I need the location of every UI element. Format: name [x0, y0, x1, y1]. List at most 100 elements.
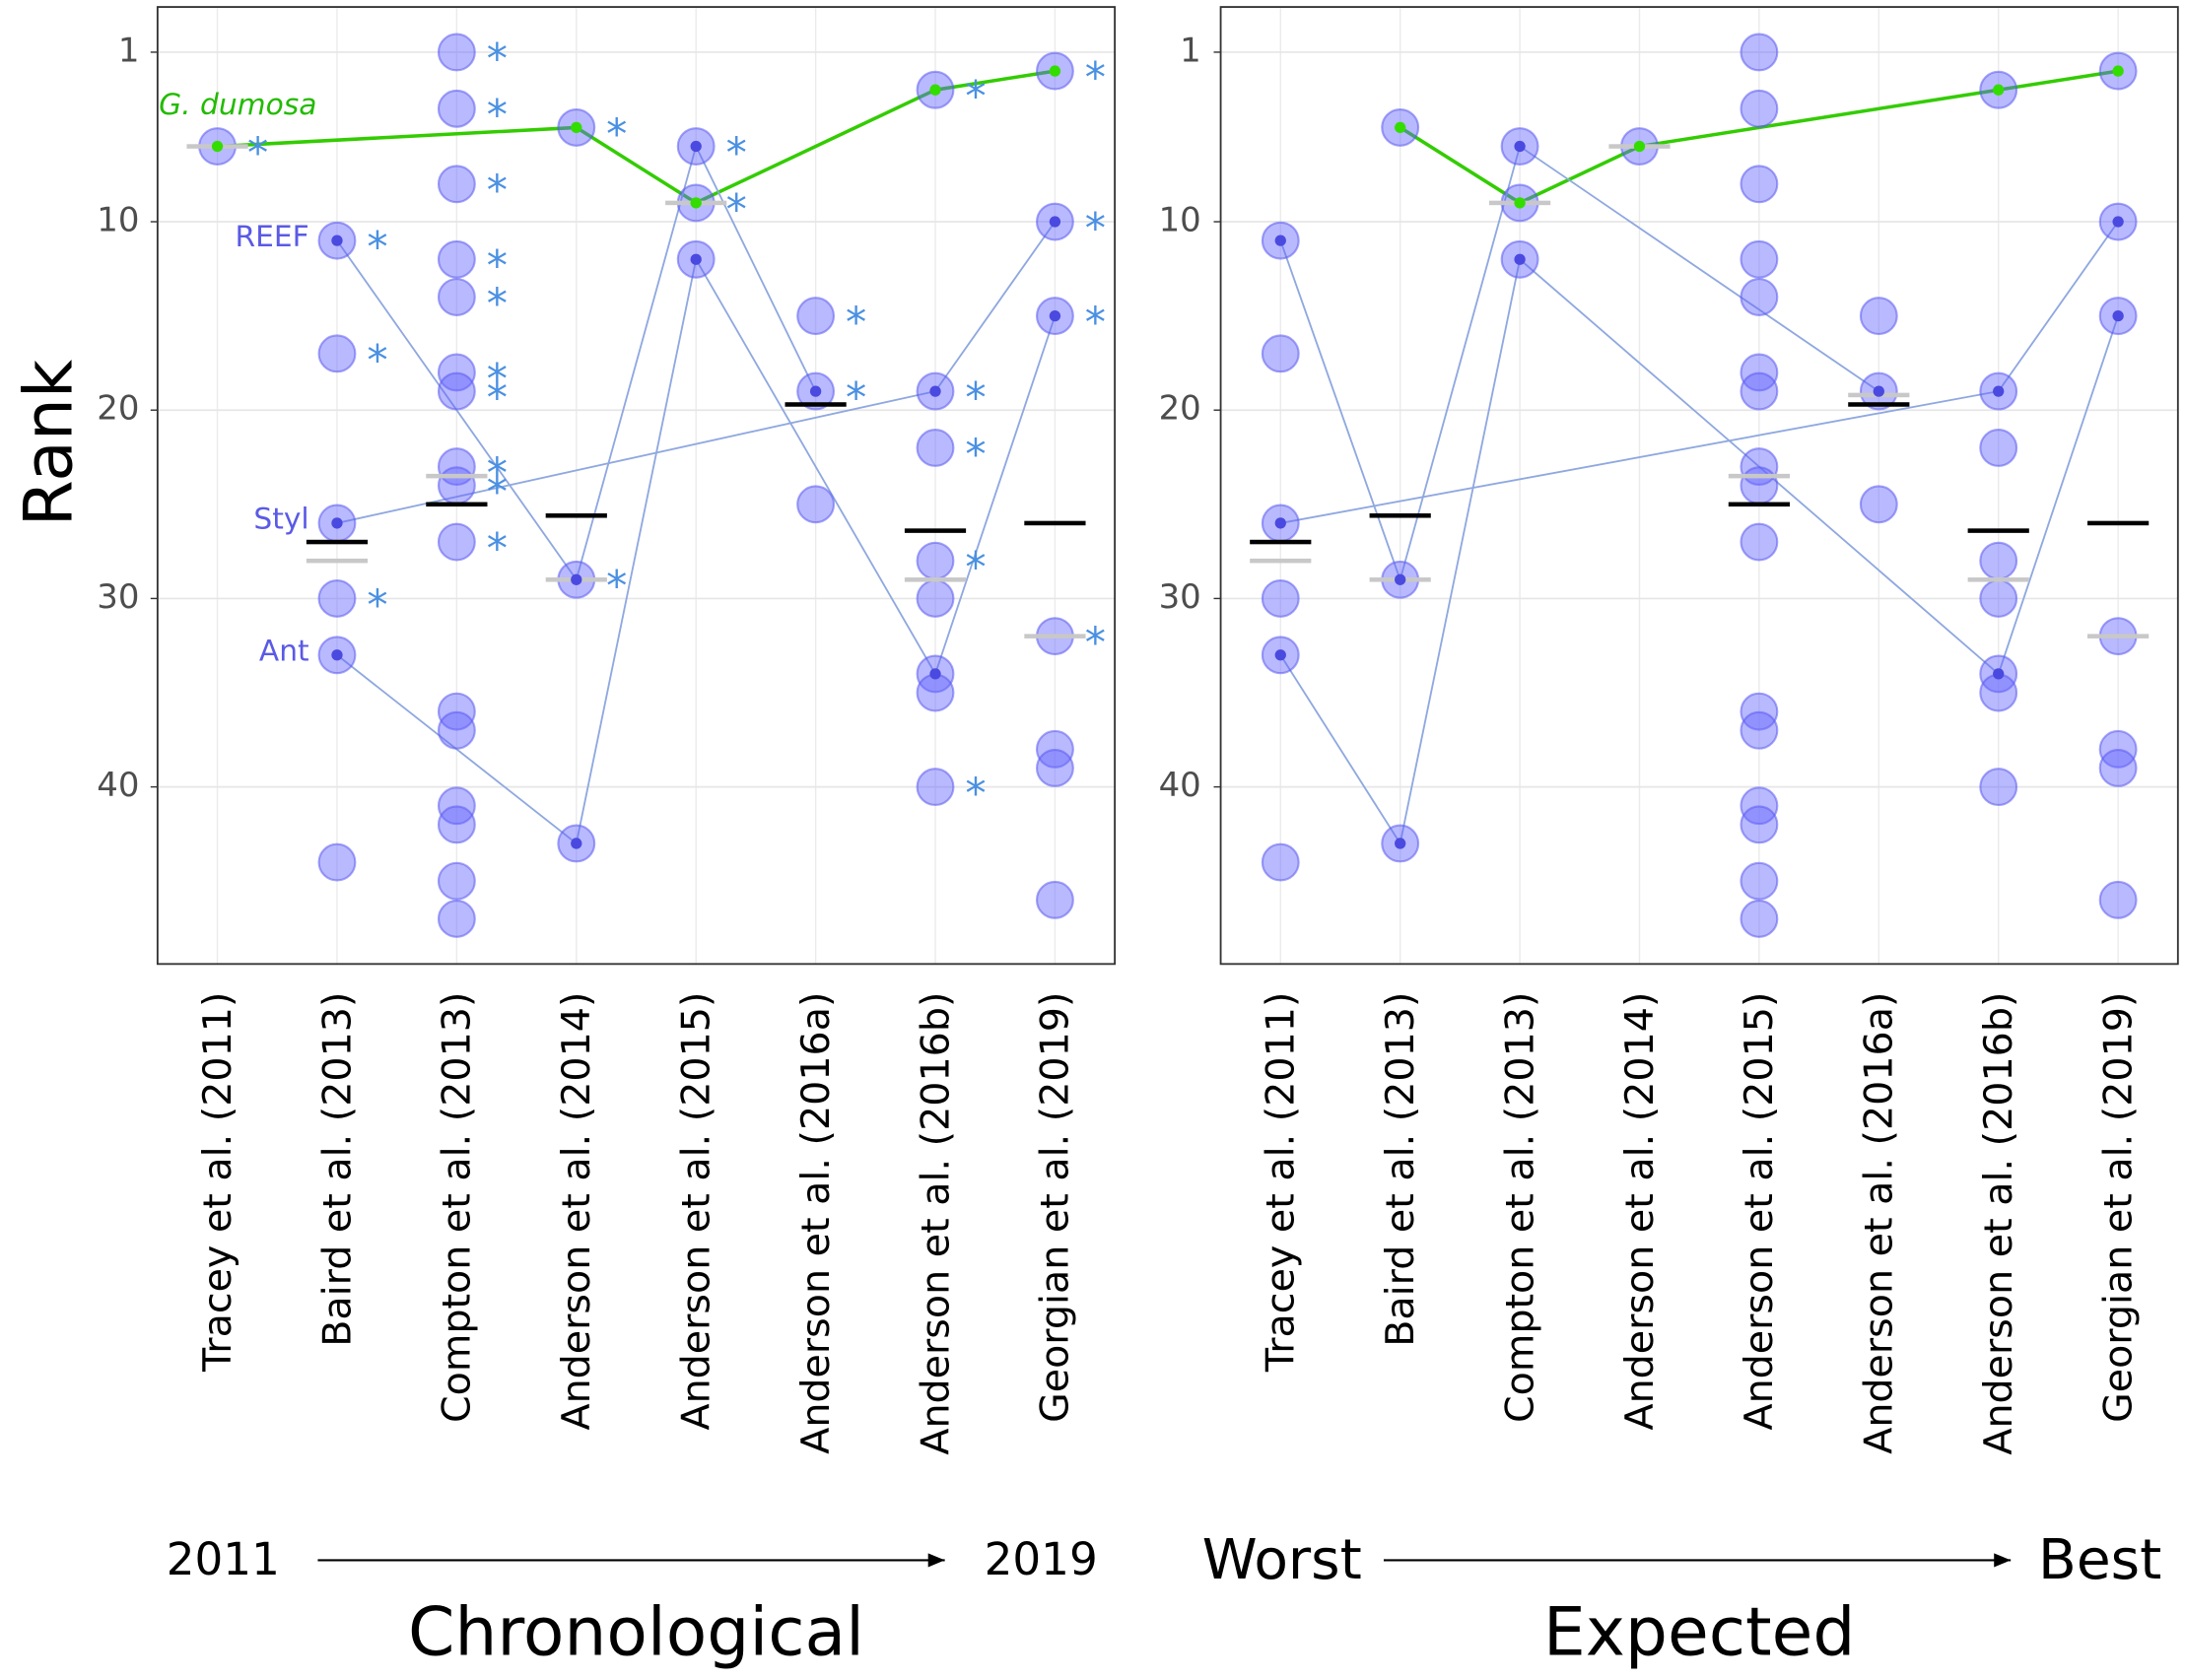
rank-point [916, 768, 955, 807]
series-vertex [929, 84, 941, 96]
direction-end: 2019 [985, 1533, 1098, 1585]
asterisk: * [1085, 300, 1106, 348]
series-vertex [1395, 838, 1406, 849]
y-tick-label: 1 [118, 32, 140, 70]
series-vertex [331, 649, 343, 661]
bar-gray [1250, 558, 1312, 564]
series-vertex [690, 253, 702, 265]
bar-black [2087, 520, 2150, 526]
x-tick-label: Anderson et al. (2015) [1737, 992, 1782, 1431]
series-vertex [690, 140, 702, 153]
series-vertex [929, 385, 941, 397]
series-vertex [1049, 65, 1061, 77]
series-label: G. dumosa [159, 87, 316, 121]
x-tick-label: Baird et al. (2013) [1378, 992, 1423, 1347]
series-vertex [211, 140, 224, 153]
asterisk: * [1085, 620, 1106, 668]
rank-point [1740, 33, 1779, 72]
asterisk: * [965, 545, 986, 593]
rank-point [437, 239, 476, 279]
rank-point [1740, 89, 1779, 128]
rank-point [1740, 466, 1779, 505]
rank-point [796, 485, 836, 524]
asterisk: * [247, 130, 268, 178]
x-tick-label: Anderson et al. (2016a) [793, 992, 839, 1454]
series-label: REEF [236, 219, 309, 253]
asterisk: * [846, 374, 866, 423]
asterisk: * [606, 111, 627, 160]
y-tick-label: 10 [1159, 202, 1201, 240]
asterisk: * [846, 300, 866, 348]
rank-point [916, 429, 955, 467]
direction-start: 2011 [167, 1533, 280, 1585]
series-vertex [1395, 121, 1406, 134]
y-tick-label: 30 [97, 578, 139, 617]
rank-point [1261, 578, 1300, 618]
asterisk: * [965, 374, 986, 423]
rank-point [1261, 334, 1300, 373]
direction-start: Worst [1202, 1528, 1362, 1592]
rank-point [1740, 239, 1779, 279]
series-vertex [1993, 668, 2005, 680]
bar-black [545, 513, 607, 518]
arrow-head [1994, 1553, 2012, 1568]
rank-point [1035, 880, 1074, 919]
rank-point [437, 861, 476, 901]
series-label: Styl [253, 502, 308, 536]
asterisk: * [487, 281, 508, 329]
bar-black [1024, 520, 1086, 526]
x-tick-label: Anderson et al. (2015) [674, 992, 719, 1431]
asterisk: * [606, 564, 627, 612]
rank-point [437, 805, 476, 844]
rank-point [437, 522, 476, 562]
rank-point [1740, 805, 1779, 844]
series-vertex [1993, 84, 2005, 96]
rank-point [1740, 165, 1779, 204]
series-vertex [690, 197, 702, 209]
rank-point [437, 466, 476, 505]
series-vertex [1514, 140, 1526, 153]
series-vertex [1514, 197, 1526, 209]
series-vertex [331, 517, 343, 529]
x-tick-label: Compton et al. (2013) [435, 992, 480, 1423]
y-axis-title: Rank [10, 359, 88, 526]
bar-black [904, 528, 967, 533]
bar-black [1369, 513, 1431, 518]
y-tick-label: 30 [1159, 578, 1201, 617]
rank-point [1979, 541, 2018, 580]
asterisk: * [487, 356, 508, 404]
x-tick-label: Georgian et al. (2019) [1033, 992, 1078, 1423]
rank-point [1740, 861, 1779, 901]
bar-gray [904, 577, 967, 582]
asterisk: * [487, 93, 508, 141]
y-tick-label: 40 [97, 767, 139, 805]
asterisk: * [487, 525, 508, 573]
rank-point [1979, 578, 2018, 618]
asterisk: * [965, 771, 986, 819]
panel-background [1220, 7, 2178, 965]
rank-point [437, 278, 476, 316]
asterisk: * [367, 582, 387, 631]
bar-gray [1024, 634, 1086, 638]
series-vertex [1514, 253, 1526, 265]
rank-point [1740, 899, 1779, 938]
asterisk: * [1085, 205, 1106, 253]
bar-black [1250, 539, 1312, 545]
series-vertex [1395, 573, 1406, 585]
bar-black [1967, 528, 2029, 533]
x-tick-label: Anderson et al. (2016a) [1857, 992, 1902, 1454]
bar-gray [2087, 634, 2150, 638]
rank-point [1979, 429, 2018, 467]
series-vertex [1993, 385, 2005, 397]
y-tick-label: 1 [1180, 32, 1201, 70]
rank-point [1740, 278, 1779, 316]
x-axis-title: Expected [1543, 1594, 1856, 1672]
bar-gray [306, 558, 369, 564]
asterisk: * [487, 374, 508, 423]
rank-point [2098, 749, 2138, 787]
series-vertex [1049, 216, 1061, 228]
rank-point [1859, 297, 1898, 336]
rank-point [437, 710, 476, 750]
x-tick-label: Baird et al. (2013) [314, 992, 360, 1347]
